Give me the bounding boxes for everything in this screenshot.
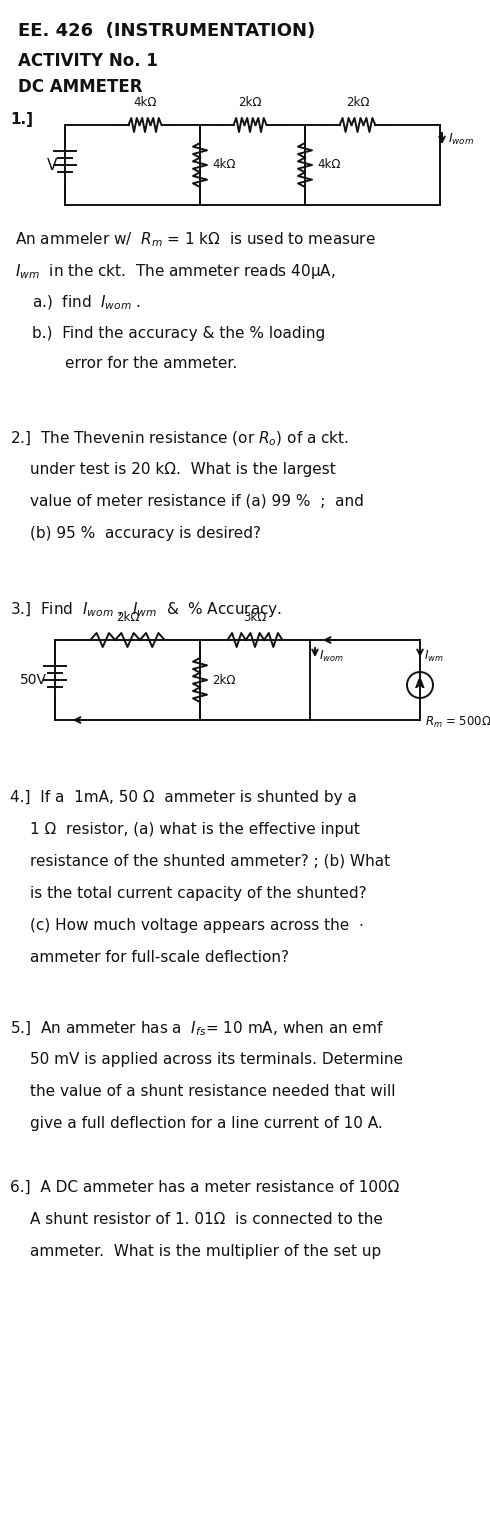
Text: 2kΩ: 2kΩ bbox=[212, 673, 236, 687]
Text: 50V: 50V bbox=[20, 673, 47, 687]
Text: $I_{wom}$: $I_{wom}$ bbox=[448, 132, 474, 147]
Text: 4kΩ: 4kΩ bbox=[317, 159, 341, 171]
Text: 6.]  A DC ammeter has a meter resistance of 100Ω: 6.] A DC ammeter has a meter resistance … bbox=[10, 1179, 399, 1195]
Text: ACTIVITY No. 1: ACTIVITY No. 1 bbox=[18, 52, 158, 70]
Text: DC AMMETER: DC AMMETER bbox=[18, 77, 143, 96]
Text: the value of a shunt resistance needed that will: the value of a shunt resistance needed t… bbox=[30, 1084, 395, 1099]
Text: give a full deflection for a line current of 10 A.: give a full deflection for a line curren… bbox=[30, 1116, 383, 1131]
Text: $I_{wm}$  in the ckt.  The ammeter reads 40μA,: $I_{wm}$ in the ckt. The ammeter reads 4… bbox=[15, 262, 336, 280]
Text: 2kΩ: 2kΩ bbox=[346, 96, 369, 109]
Text: 2.]  The Thevenin resistance (or $R_o$) of a ckt.: 2.] The Thevenin resistance (or $R_o$) o… bbox=[10, 431, 349, 449]
Text: error for the ammeter.: error for the ammeter. bbox=[65, 356, 237, 371]
Text: 5.]  An ammeter has a  $I_{fs}$= 10 mA, when an emf: 5.] An ammeter has a $I_{fs}$= 10 mA, wh… bbox=[10, 1020, 384, 1038]
Text: $R_m$ = 500Ω: $R_m$ = 500Ω bbox=[425, 716, 490, 731]
Text: ammeter for full-scale deflection?: ammeter for full-scale deflection? bbox=[30, 951, 289, 966]
Text: under test is 20 kΩ.  What is the largest: under test is 20 kΩ. What is the largest bbox=[30, 462, 336, 478]
Text: (b) 95 %  accuracy is desired?: (b) 95 % accuracy is desired? bbox=[30, 526, 261, 541]
Text: 3kΩ: 3kΩ bbox=[244, 611, 267, 625]
Text: 4.]  If a  1mA, 50 Ω  ammeter is shunted by a: 4.] If a 1mA, 50 Ω ammeter is shunted by… bbox=[10, 790, 357, 805]
Text: A shunt resistor of 1. 01Ω  is connected to the: A shunt resistor of 1. 01Ω is connected … bbox=[30, 1211, 383, 1226]
Text: EE. 426  (INSTRUMENTATION): EE. 426 (INSTRUMENTATION) bbox=[18, 23, 315, 39]
Text: 1 Ω  resistor, (a) what is the effective input: 1 Ω resistor, (a) what is the effective … bbox=[30, 822, 360, 837]
Text: $I_{wm}$: $I_{wm}$ bbox=[424, 649, 443, 664]
Text: V: V bbox=[47, 158, 57, 173]
Text: 4kΩ: 4kΩ bbox=[133, 96, 157, 109]
Text: 3.]  Find  $I_{wom}$ ,  $I_{wm}$  &  % Accuracy.: 3.] Find $I_{wom}$ , $I_{wm}$ & % Accura… bbox=[10, 600, 282, 619]
Text: An ammeler w/  $R_m$ = 1 kΩ  is used to measure: An ammeler w/ $R_m$ = 1 kΩ is used to me… bbox=[15, 230, 376, 249]
Text: 2kΩ: 2kΩ bbox=[116, 611, 139, 625]
Text: b.)  Find the accuracy & the % loading: b.) Find the accuracy & the % loading bbox=[32, 326, 325, 341]
Text: 1.]: 1.] bbox=[10, 112, 33, 127]
Text: A: A bbox=[415, 679, 425, 691]
Text: is the total current capacity of the shunted?: is the total current capacity of the shu… bbox=[30, 885, 367, 901]
Text: $I_{wom}$: $I_{wom}$ bbox=[319, 649, 343, 664]
Text: ammeter.  What is the multiplier of the set up: ammeter. What is the multiplier of the s… bbox=[30, 1245, 381, 1258]
Text: 2kΩ: 2kΩ bbox=[238, 96, 262, 109]
Text: (c) How much voltage appears across the  ⋅: (c) How much voltage appears across the … bbox=[30, 919, 364, 932]
Text: value of meter resistance if (a) 99 %  ;  and: value of meter resistance if (a) 99 % ; … bbox=[30, 494, 364, 509]
Text: 50 mV is applied across its terminals. Determine: 50 mV is applied across its terminals. D… bbox=[30, 1052, 403, 1067]
Text: resistance of the shunted ammeter? ; (b) What: resistance of the shunted ammeter? ; (b)… bbox=[30, 854, 390, 869]
Text: a.)  find  $I_{wom}$ .: a.) find $I_{wom}$ . bbox=[32, 294, 141, 312]
Text: 4kΩ: 4kΩ bbox=[212, 159, 236, 171]
